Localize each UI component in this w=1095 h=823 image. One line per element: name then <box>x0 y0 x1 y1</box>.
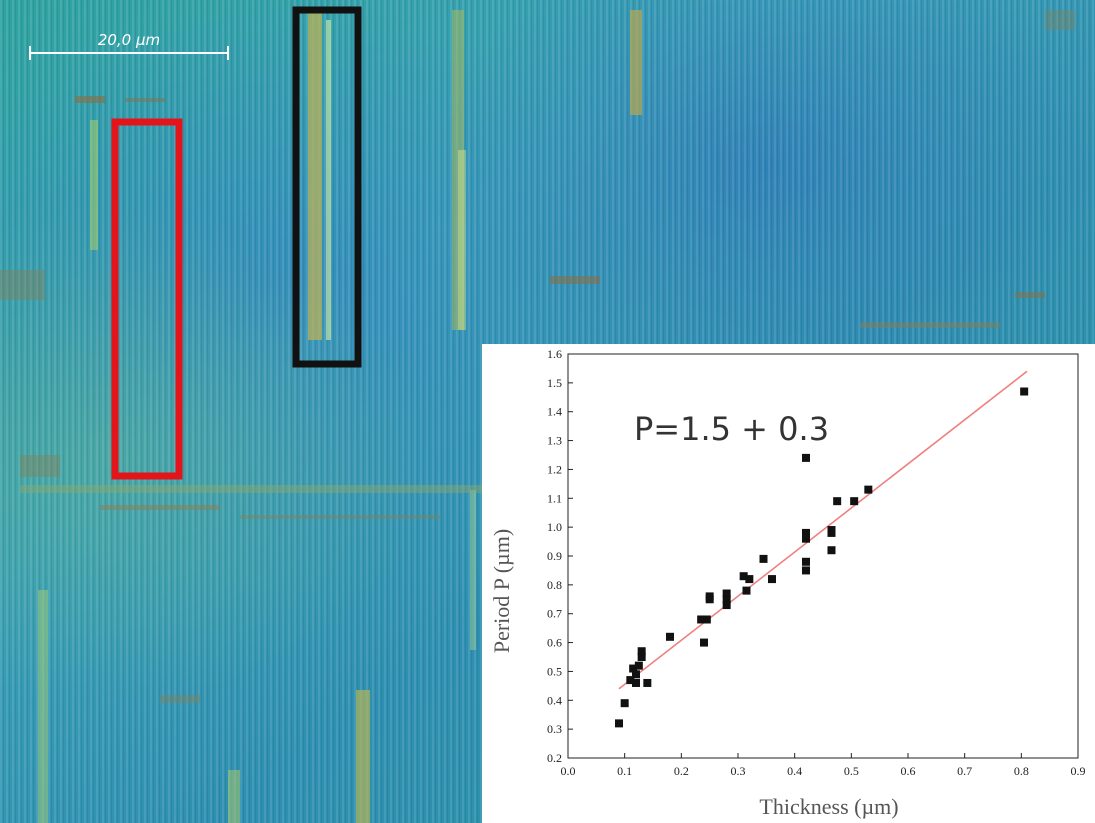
data-point <box>637 653 646 661</box>
data-point <box>1020 387 1029 396</box>
y-tick-label: 1.6 <box>547 347 562 361</box>
scale-bar-label: 20,0 µm <box>98 31 160 49</box>
y-tick-label: 0.6 <box>547 636 562 650</box>
y-tick-label: 1.5 <box>547 376 562 390</box>
x-tick-label: 0.4 <box>787 764 802 778</box>
data-point <box>833 497 842 506</box>
x-tick-label: 0.9 <box>1071 764 1086 778</box>
data-point <box>759 554 768 563</box>
y-axis-title: Period P (µm) <box>489 529 514 653</box>
data-point <box>802 453 810 462</box>
x-tick-label: 0.5 <box>844 764 859 778</box>
data-point <box>722 595 731 604</box>
data-point <box>643 678 652 687</box>
data-point <box>864 485 873 494</box>
defect-lines <box>0 10 1075 703</box>
data-point <box>615 719 623 728</box>
ticks: 0.0 0.1 0.2 0.3 0.4 0.5 0.6 0.7 0.8 0.9 0.2 0.3 0.4 0… <box>547 347 1086 778</box>
y-tick-label: 0.8 <box>547 578 562 592</box>
x-tick-label: 0.2 <box>674 764 689 778</box>
data-point <box>702 615 711 624</box>
data-point <box>739 572 748 581</box>
data-point <box>722 589 731 598</box>
red-highlight-box <box>111 118 183 480</box>
data-point <box>620 699 629 708</box>
y-tick-label: 0.2 <box>547 751 562 765</box>
y-tick-label: 1.1 <box>547 491 562 505</box>
data-point <box>827 526 836 535</box>
x-tick-label: 0.0 <box>561 764 576 778</box>
y-tick-label: 1.2 <box>547 462 562 476</box>
scatter-plot: 0.0 0.1 0.2 0.3 0.4 0.5 0.6 0.7 0.8 0.9 0.2 0.3 0.4 0… <box>489 347 1086 819</box>
data-point <box>632 678 640 687</box>
x-tick-label: 0.7 <box>957 764 972 778</box>
y-tick-label: 1.4 <box>547 405 562 419</box>
crack-streaks <box>38 10 642 823</box>
data-point <box>802 566 810 575</box>
data-point <box>632 670 640 679</box>
data-point <box>850 497 859 506</box>
data-point <box>637 647 646 656</box>
x-axis-title: Thickness (µm) <box>759 794 898 819</box>
fit-line <box>618 370 1028 690</box>
x-tick-label: 0.8 <box>1014 764 1029 778</box>
x-tick-label: 0.6 <box>901 764 916 778</box>
data-point <box>629 664 638 673</box>
x-tick-label: 0.3 <box>731 764 746 778</box>
fit-equation: P=1.5 + 0.3 <box>634 410 829 448</box>
data-point <box>697 615 706 624</box>
data-point <box>722 601 731 610</box>
fit-line-group <box>618 370 1028 690</box>
data-point <box>802 528 810 537</box>
y-tick-label: 0.7 <box>547 607 562 621</box>
data-point <box>626 676 635 685</box>
inset-chart: 0.0 0.1 0.2 0.3 0.4 0.5 0.6 0.7 0.8 0.9 0.2 0.3 0.4 0… <box>482 344 1095 823</box>
y-tick-label: 1.3 <box>547 434 562 448</box>
scale-bar: 20,0 µm <box>29 31 229 60</box>
black-highlight-box <box>292 6 362 368</box>
data-point <box>666 632 674 641</box>
x-tick-label: 0.1 <box>617 764 632 778</box>
data-points <box>615 387 1029 728</box>
data-point <box>802 534 810 543</box>
data-point <box>768 575 776 584</box>
data-point <box>802 557 810 566</box>
y-tick-label: 0.5 <box>547 664 562 678</box>
y-tick-label: 0.9 <box>547 549 562 563</box>
data-point <box>742 586 751 595</box>
data-point <box>700 638 708 647</box>
data-point <box>705 592 714 601</box>
y-tick-label: 0.4 <box>547 693 562 707</box>
y-tick-label: 1.0 <box>547 520 562 534</box>
data-point <box>634 661 643 670</box>
data-point <box>827 546 836 555</box>
data-point <box>745 575 754 584</box>
y-tick-label: 0.3 <box>547 722 562 736</box>
